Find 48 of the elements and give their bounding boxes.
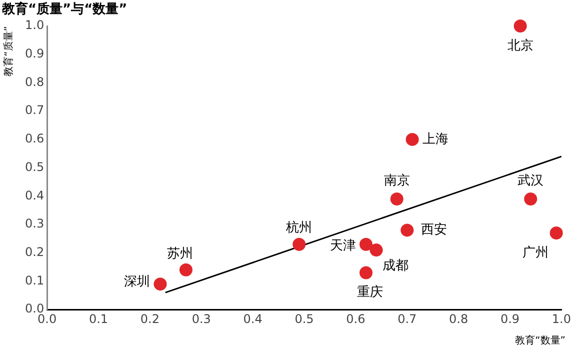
point <box>390 192 404 206</box>
annotation: 北京 <box>507 38 534 54</box>
point <box>406 132 419 146</box>
y-tick-label: 0.6 <box>24 132 44 146</box>
point <box>359 238 372 251</box>
annotation: 武汉 <box>518 173 544 188</box>
annotation: 苏州 <box>166 246 193 262</box>
y-tick-label: 0.2 <box>24 245 44 260</box>
y-tick-label: 1.0 <box>24 18 44 32</box>
y-axis-title: 教育“质量” <box>2 26 15 76</box>
annotation: 南京 <box>384 173 410 188</box>
annotation: 广州 <box>522 245 548 260</box>
point <box>400 224 414 237</box>
x-tick-label: 0.9 <box>500 312 520 326</box>
point <box>179 263 192 276</box>
annotation: 上海 <box>422 132 448 147</box>
point <box>359 266 372 280</box>
point <box>370 244 383 257</box>
point <box>550 226 563 240</box>
x-tick-label: 0.5 <box>294 312 314 326</box>
y-tick-label: 0.7 <box>24 103 44 118</box>
x-tick-label: 0.4 <box>243 312 262 326</box>
annotation: 重庆 <box>356 285 383 300</box>
y-tick-label: 0.8 <box>24 74 44 89</box>
x-tick-label: 1.0 <box>552 312 572 326</box>
annotation: 西安 <box>421 222 448 238</box>
annotation: 杭州 <box>285 220 312 236</box>
point <box>514 20 527 32</box>
x-tick-label: 0.6 <box>346 312 366 326</box>
point <box>292 238 306 251</box>
x-axis-title: 教育“数量” <box>515 334 566 347</box>
point <box>154 278 167 291</box>
annotation: 深圳 <box>124 274 150 290</box>
x-tick-label: 0.2 <box>140 312 160 326</box>
x-tick-label: 0.3 <box>192 312 211 326</box>
x-tick-label: 0.1 <box>88 312 108 326</box>
y-tick-label: 0.4 <box>24 188 44 202</box>
point <box>524 192 538 206</box>
annotation: 天津 <box>330 238 356 254</box>
x-tick-label: 0.0 <box>38 312 57 326</box>
y-tick-label: 0.1 <box>24 273 44 288</box>
y-tick-label: 0.5 <box>24 160 44 174</box>
x-tick-label: 0.7 <box>398 312 417 326</box>
annotation: 成都 <box>382 258 408 274</box>
y-tick-label: 0.9 <box>24 46 44 60</box>
x-tick-label: 0.8 <box>449 312 468 326</box>
chart-title: 教育“质量”与“数量” <box>1 0 128 17</box>
y-tick-label: 0.3 <box>24 216 44 231</box>
